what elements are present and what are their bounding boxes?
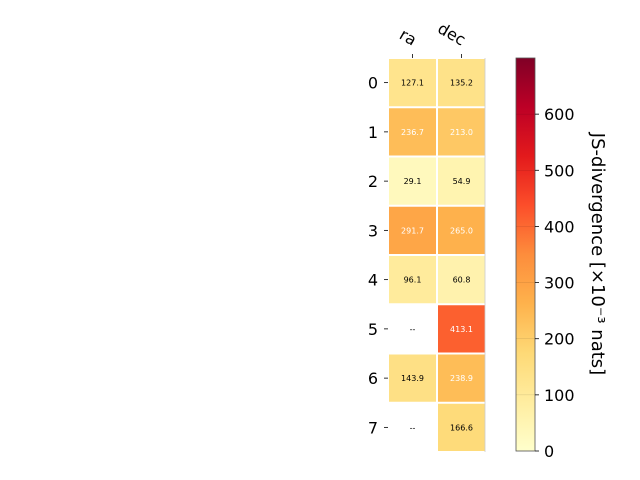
- cell-value-label: 96.1: [404, 276, 422, 285]
- column-label: ra: [396, 25, 420, 50]
- colorbar-tick-label: 400: [544, 217, 575, 236]
- colorbar-tick-label: 100: [544, 386, 575, 405]
- heatmap-cell: [438, 206, 485, 254]
- cell-value-label: 413.1: [450, 325, 473, 334]
- row-label: 3: [368, 221, 378, 240]
- heatmap-cell: [438, 305, 485, 353]
- colorbar: 0 100 200 300 400 500 600 JS-divergence [×10⁻³…: [515, 57, 608, 461]
- cell-missing-label: --: [410, 423, 416, 432]
- cell-value-label: 135.2: [450, 79, 473, 88]
- row-label: 2: [368, 172, 378, 191]
- cell-value-label: 291.7: [401, 226, 424, 235]
- row-label: 6: [368, 369, 378, 388]
- cell-value-label: 29.1: [404, 177, 422, 186]
- colorbar-tick-label: 300: [544, 274, 575, 293]
- row-label: 7: [368, 418, 378, 437]
- cell-value-label: 54.9: [453, 177, 471, 186]
- cell-value-label: 143.9: [401, 374, 424, 383]
- heatmap-cell: [438, 403, 485, 451]
- colorbar-tick-label: 200: [544, 330, 575, 349]
- cell-value-label: 127.1: [401, 79, 424, 88]
- cell-value-label: 236.7: [401, 128, 424, 137]
- row-labels: 0 1 2 3 4 5 6 7: [368, 74, 388, 437]
- cell-value-label: 265.0: [450, 226, 473, 235]
- row-label: 5: [368, 320, 378, 339]
- cell-value-label: 238.9: [450, 374, 473, 383]
- row-label: 4: [368, 271, 378, 290]
- colorbar-label: JS-divergence [×10⁻³ nats]: [587, 132, 608, 375]
- heatmap-cell: [438, 256, 485, 304]
- row-label: 1: [368, 123, 378, 142]
- heatmap-cell: [389, 256, 436, 304]
- cell-value-label: 166.6: [450, 423, 473, 432]
- heatmap-cell: [389, 354, 436, 402]
- cell-value-label: 60.8: [453, 276, 471, 285]
- heatmap-cell: [438, 108, 485, 156]
- heatmap-cell: [438, 59, 485, 107]
- colorbar-gradient: [515, 57, 536, 452]
- heatmap-cells: 127.1 135.2 236.7 213.0 29.1 54.9 291.7 265.0 96…: [389, 58, 486, 452]
- heatmap-cell: [438, 354, 485, 402]
- cell-missing-label: --: [410, 325, 416, 334]
- heatmap-cell: [389, 108, 436, 156]
- heatmap-cell: [438, 157, 485, 205]
- column-label: dec: [435, 19, 469, 50]
- row-label: 0: [368, 74, 378, 93]
- heatmap-cell: [389, 206, 436, 254]
- column-labels: ra dec: [396, 19, 469, 58]
- cell-value-label: 213.0: [450, 128, 473, 137]
- colorbar-tick-label: 500: [544, 161, 575, 180]
- heatmap-cell: [389, 157, 436, 205]
- colorbar-ticks: 0 100 200 300 400 500 600: [516, 105, 575, 461]
- colorbar-tick-label: 600: [544, 105, 575, 124]
- colorbar-tick-label: 0: [544, 442, 554, 461]
- heatmap-cell: [389, 59, 436, 107]
